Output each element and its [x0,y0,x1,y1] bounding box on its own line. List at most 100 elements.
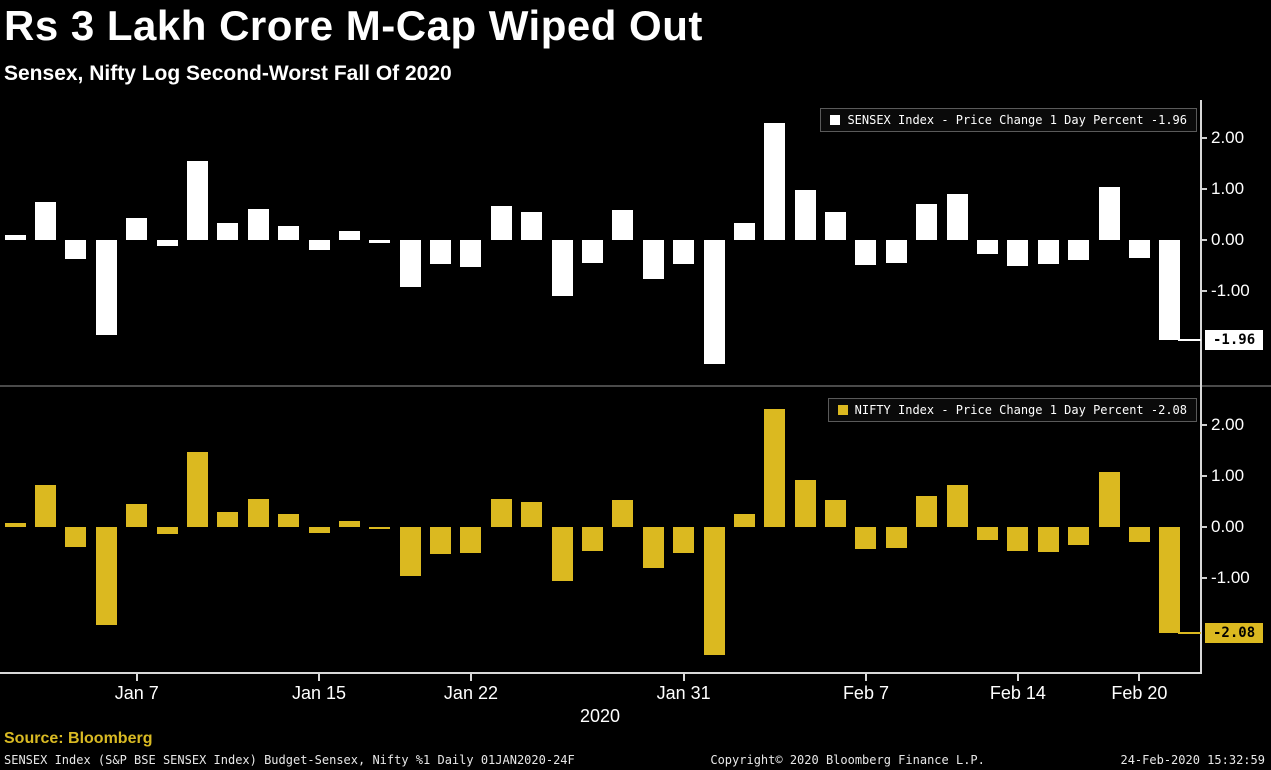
bar-sensex-jan-10 [217,223,239,240]
nifty-legend[interactable]: NIFTY Index - Price Change 1 Day Percent… [827,398,1197,422]
x-axis: 2020 Jan 7 Jan 15 Jan 22 Jan 31 Feb 7 Feb 14 F… [0,672,1271,730]
page-subtitle: Sensex, Nifty Log Second-Worst Fall Of 2… [4,62,452,85]
bar-nifty-jan-7 [126,504,148,527]
x-tick-mark [135,674,138,681]
x-tick-mark [864,674,867,681]
nifty-swatch-icon [837,405,848,415]
bar-nifty-jan-31 [673,527,695,553]
bar-sensex-feb-18 [1068,240,1090,260]
nifty-plot [0,390,1200,672]
bar-sensex-feb-3 [733,223,755,240]
bar-nifty-jan-15 [308,527,330,533]
y-tick-label: 1.00 [1211,179,1245,198]
bar-sensex-jan-27 [551,240,573,297]
x-axis-year-label: 2020 [579,706,621,726]
bar-sensex-feb-20 [1128,240,1150,259]
bar-sensex-feb-4 [764,122,786,240]
bar-nifty-jan-14 [278,514,300,527]
sensex-legend[interactable]: SENSEX Index - Price Change 1 Day Percen… [820,108,1197,132]
x-axis-line [0,672,1202,674]
bar-sensex-jan-13 [247,209,269,240]
bar-nifty-jan-6 [95,527,117,626]
bar-sensex-jan-1 [4,235,26,240]
footer-meta: SENSEX Index (S&P BSE SENSEX Index) Budg… [4,753,1265,767]
x-tick-label: Jan 31 [656,683,711,703]
y-tick-label: -1.00 [1211,281,1250,300]
bar-sensex-jan-28 [582,240,603,264]
bar-nifty-feb-6 [825,500,847,527]
bar-nifty-jan-8 [156,527,178,534]
bar-nifty-feb-20 [1128,527,1150,543]
nifty-last-value-label: -2.08 [1205,623,1264,644]
y-axis-line [1200,100,1202,672]
y-tick-label: 2.00 [1211,415,1245,434]
bar-sensex-jan-3 [65,240,87,260]
bar-sensex-feb-10 [885,240,907,264]
bar-sensex-jan-9 [187,160,208,240]
bar-nifty-jan-23 [490,498,512,527]
source-label: Source: Bloomberg [4,730,153,747]
bar-sensex-feb-14 [1007,240,1029,266]
x-tick-mark [1016,674,1019,681]
bar-sensex-jan-16 [338,231,360,240]
bar-nifty-jan-17 [369,527,391,530]
y-tick-label: 1.00 [1211,466,1245,485]
bar-nifty-jan-2 [35,485,57,527]
nifty-legend-label: NIFTY Index - Price Change 1 Day Percent… [854,403,1187,417]
bar-sensex-jan-29 [612,210,634,240]
bar-nifty-jan-24 [521,501,543,527]
bar-sensex-jan-8 [156,240,178,247]
y-tick-label: -1.00 [1211,568,1250,587]
bar-nifty-feb-13 [977,527,998,540]
nifty-last-value-line [1178,632,1201,635]
footer-timestamp: 24-Feb-2020 15:32:59 [1120,753,1265,767]
nifty-panel: 2.00 1.00 0.00 -1.00 -2.08 NIFTY Index - Pr… [0,390,1271,672]
bar-sensex-jan-30 [642,240,664,279]
bar-nifty-jan-10 [217,511,239,527]
x-tick-label: Feb 20 [1111,683,1168,703]
bar-sensex-jan-14 [278,225,300,240]
bar-nifty-feb-4 [764,408,786,527]
bar-nifty-jan-3 [65,527,87,548]
bar-sensex-feb-11 [916,203,938,240]
x-tick-mark [469,674,472,681]
y-tick-label: 0.00 [1211,230,1245,249]
bar-nifty-feb-17 [1037,527,1059,552]
bar-nifty-jan-27 [551,527,573,582]
x-tick-label: Jan 22 [443,683,498,703]
bar-sensex-feb-12 [946,194,968,240]
bar-sensex-jan-6 [95,240,117,336]
bar-nifty-jan-22 [460,527,482,553]
bar-sensex-feb-6 [825,211,847,240]
bar-nifty-feb-7 [855,527,877,549]
x-tick-mark [682,674,685,681]
panel-divider [0,385,1271,387]
bar-sensex-feb-19 [1098,186,1120,240]
bar-nifty-feb-3 [733,514,755,527]
sensex-last-value-label: -1.96 [1205,329,1264,350]
x-tick-label: Jan 7 [114,683,159,703]
bar-nifty-jan-16 [338,520,360,527]
bar-sensex-jan-17 [369,240,391,244]
bar-nifty-feb-14 [1007,527,1029,551]
sensex-plot [0,100,1200,385]
bar-sensex-jan-7 [126,218,148,240]
bar-nifty-feb-5 [794,479,816,527]
bar-sensex-jan-20 [399,240,421,288]
sensex-last-value-line [1178,338,1201,341]
bar-nifty-feb-19 [1098,471,1120,527]
footer-meta-left: SENSEX Index (S&P BSE SENSEX Index) Budg… [4,753,575,767]
bar-nifty-jan-20 [399,527,421,576]
bar-nifty-jan-21 [430,527,452,554]
page-title: Rs 3 Lakh Crore M-Cap Wiped Out [4,2,703,49]
y-tick-label: 2.00 [1211,128,1245,147]
bar-nifty-jan-13 [247,498,269,527]
bar-nifty-jan-1 [4,522,26,527]
sensex-swatch-icon [830,115,841,125]
bar-sensex-feb-1 [703,240,725,364]
bar-nifty-feb-12 [946,485,968,527]
bar-nifty-feb-10 [885,527,907,549]
x-tick-label: Feb 14 [989,683,1046,703]
bar-sensex-feb-17 [1037,240,1059,265]
bar-sensex-feb-24 [1159,240,1181,340]
